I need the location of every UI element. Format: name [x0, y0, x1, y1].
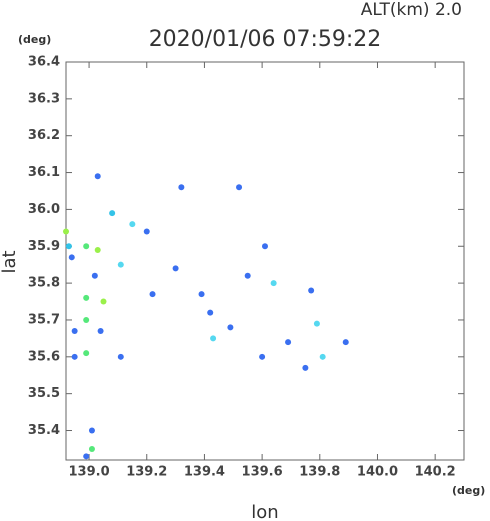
echo-point [207, 309, 214, 316]
echo-point [94, 173, 101, 180]
y-tick-label: 35.9 [28, 239, 60, 254]
echo-point [83, 294, 90, 301]
echo-point [319, 353, 326, 360]
y-tick-label: 36.1 [28, 165, 60, 180]
x-tick-label: 139.6 [242, 465, 283, 480]
echo-point [259, 353, 266, 360]
echo-point [172, 265, 179, 272]
echo-point [83, 316, 90, 323]
x-tick-label: 139.8 [299, 465, 340, 480]
echo-point [285, 339, 292, 346]
echo-point [308, 287, 315, 294]
echo-point [97, 328, 104, 335]
echo-point [178, 184, 185, 191]
echo-point [143, 228, 150, 235]
y-tick-label: 36.3 [28, 91, 60, 106]
x-tick-label: 140.2 [415, 465, 456, 480]
echo-point [68, 254, 75, 261]
y-unit: (deg) [18, 33, 51, 46]
altitude-label: ALT(km) 2.0 [361, 0, 462, 20]
echo-point [109, 210, 116, 217]
y-tick-label: 35.5 [28, 386, 60, 401]
echo-point [262, 243, 268, 250]
echo-point [71, 328, 78, 335]
echo-point [302, 364, 309, 371]
echo-point [313, 320, 320, 327]
echo-point [65, 243, 72, 250]
echo-point [149, 291, 156, 298]
y-tick-label: 35.6 [28, 349, 60, 364]
x-tick-label: 139.0 [69, 465, 110, 480]
y-axis-label: lat [0, 250, 20, 273]
echo-point [83, 243, 90, 250]
echo-point [117, 261, 124, 268]
echo-point [244, 272, 251, 279]
x-unit: (deg) [452, 484, 485, 497]
echo-point [236, 184, 243, 191]
echo-point [129, 221, 136, 228]
x-tick-label: 139.4 [184, 465, 225, 480]
y-tick-label: 35.7 [28, 312, 60, 327]
echo-point [88, 427, 95, 434]
echo-point [88, 445, 95, 452]
x-axis-label: lon [251, 502, 278, 521]
echo-point [63, 228, 69, 235]
echo-point [210, 335, 217, 342]
echo-point [100, 298, 107, 305]
echo-point [83, 350, 90, 357]
echo-point [83, 453, 90, 460]
echo-point [342, 339, 349, 346]
x-tick-label: 140.0 [357, 465, 398, 480]
chart-title: 2020/01/06 07:59:22 [149, 27, 382, 52]
x-tick-label: 139.2 [126, 465, 167, 480]
echo-point [117, 353, 124, 360]
echo-point [198, 291, 205, 298]
echo-point [94, 246, 101, 253]
plot-frame [65, 61, 465, 461]
y-tick-label: 35.4 [28, 423, 60, 438]
y-tick-label: 35.8 [28, 276, 60, 291]
echo-point [270, 280, 277, 287]
echo-point [71, 353, 78, 360]
echo-point [91, 272, 98, 279]
y-tick-label: 36.2 [28, 128, 60, 143]
y-tick-label: 36.0 [28, 202, 60, 217]
y-tick-label: 36.4 [28, 55, 60, 70]
echo-point [227, 324, 234, 331]
